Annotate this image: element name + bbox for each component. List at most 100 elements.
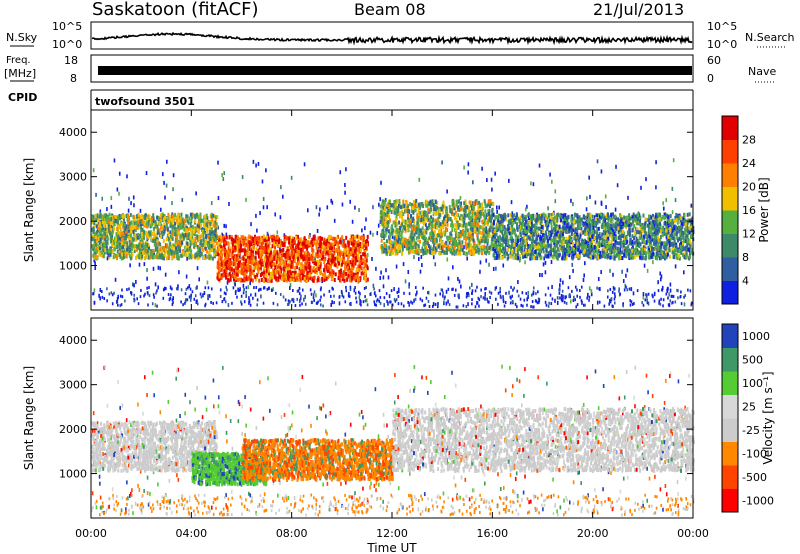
- scatter-cell: [397, 294, 400, 298]
- band-cell: [208, 247, 211, 252]
- band-cell: [106, 236, 109, 241]
- scatter-cell: [652, 295, 654, 299]
- scatter-cell: [320, 295, 322, 299]
- scatter-cell: [588, 286, 591, 291]
- band-cell: [116, 220, 119, 225]
- scatter-cell: [554, 189, 557, 194]
- band-cell: [305, 255, 308, 260]
- scatter-cell: [170, 293, 172, 297]
- scatter-cell: [180, 288, 183, 292]
- scatter-cell: [221, 300, 224, 304]
- band-cell: [116, 215, 119, 220]
- band-cell: [311, 247, 314, 252]
- scatter-cell: [146, 238, 149, 243]
- scatter-cell: [354, 286, 356, 290]
- band-cell: [128, 221, 131, 226]
- band-cell: [446, 217, 449, 222]
- band-cell: [260, 271, 263, 276]
- band-cell: [182, 224, 185, 229]
- band-cell: [151, 231, 154, 236]
- band-cell: [388, 249, 391, 254]
- scatter-cell: [677, 289, 679, 293]
- scatter-cell: [304, 294, 306, 299]
- scatter-cell: [154, 303, 157, 308]
- band-cell: [366, 234, 369, 239]
- band-cell: [273, 241, 276, 246]
- scatter-cell: [257, 288, 260, 292]
- scatter-cell: [653, 230, 656, 235]
- band-cell: [178, 221, 181, 226]
- scatter-cell: [629, 299, 632, 303]
- scatter-cell: [448, 303, 451, 307]
- scatter-cell: [480, 295, 482, 299]
- band-cell: [188, 242, 191, 247]
- band-cell: [147, 242, 150, 247]
- band-cell: [128, 243, 131, 248]
- scatter-cell: [130, 201, 132, 206]
- scatter-cell: [408, 292, 411, 296]
- scatter-cell: [297, 289, 300, 293]
- band-cell: [160, 234, 163, 239]
- noise-ytick-top-right: 10^5: [707, 20, 737, 33]
- scatter-cell: [153, 295, 155, 299]
- band-cell: [173, 254, 176, 259]
- band-cell: [359, 259, 362, 264]
- scatter-cell: [160, 223, 163, 228]
- band-cell: [214, 228, 217, 233]
- band-cell: [208, 255, 211, 260]
- scatter-cell: [394, 299, 397, 303]
- scatter-cell: [476, 301, 479, 305]
- band-cell: [144, 242, 147, 247]
- band-cell: [131, 239, 134, 244]
- scatter-cell: [175, 287, 178, 291]
- scatter-cell: [358, 208, 360, 213]
- scatter-cell: [656, 216, 659, 221]
- scatter-cell: [543, 256, 546, 261]
- band-cell: [213, 249, 216, 254]
- scatter-cell: [416, 290, 418, 295]
- band-cell: [204, 246, 207, 251]
- band-cell: [138, 224, 141, 229]
- scatter-cell: [113, 291, 115, 295]
- scatter-cell: [539, 272, 541, 277]
- scatter-cell: [191, 290, 194, 294]
- band-cell: [199, 214, 202, 219]
- band-cell: [350, 272, 353, 277]
- band-cell: [122, 223, 125, 228]
- band-cell: [216, 248, 219, 253]
- band-cell: [361, 236, 364, 241]
- scatter-cell: [434, 293, 437, 297]
- band-cell: [484, 204, 487, 209]
- scatter-cell: [292, 297, 295, 301]
- noise-trace: [91, 31, 693, 46]
- band-cell: [171, 250, 174, 255]
- band-cell: [170, 243, 173, 248]
- scatter-cell: [318, 212, 320, 217]
- band-cell: [147, 252, 150, 257]
- band-cell: [142, 217, 145, 222]
- band-cell: [234, 276, 237, 281]
- scatter-cell: [376, 298, 379, 302]
- scatter-cell: [101, 295, 104, 299]
- band-cell: [438, 214, 441, 219]
- band-cell: [143, 246, 146, 251]
- band-cell: [235, 272, 238, 277]
- band-cell: [396, 199, 399, 204]
- scatter-cell: [393, 298, 396, 302]
- band-cell: [211, 238, 214, 243]
- band-cell: [102, 235, 105, 240]
- band-cell: [444, 226, 447, 231]
- scatter-cell: [365, 217, 367, 222]
- scatter-cell: [532, 182, 535, 187]
- band-cell: [123, 223, 126, 228]
- band-cell: [328, 274, 331, 279]
- scatter-cell: [388, 294, 391, 299]
- scatter-cell: [614, 207, 617, 212]
- band-cell: [119, 223, 122, 228]
- band-cell: [341, 273, 344, 278]
- band-cell: [214, 230, 217, 235]
- scatter-cell: [94, 266, 97, 271]
- scatter-cell: [477, 296, 480, 300]
- scatter-cell: [282, 295, 285, 299]
- scatter-cell: [298, 286, 301, 290]
